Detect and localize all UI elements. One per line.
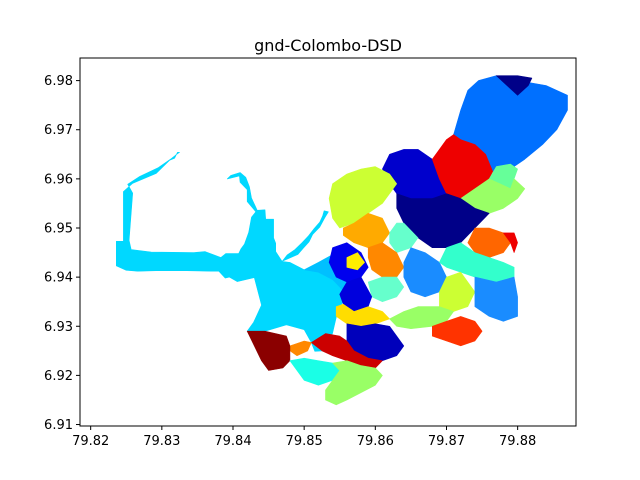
x-tick-label: 79.82 bbox=[72, 434, 109, 449]
map-region-18 bbox=[346, 252, 365, 271]
map-region-31 bbox=[289, 340, 312, 357]
y-tick-label: 6.93 bbox=[44, 320, 73, 335]
y-tick-label: 6.91 bbox=[44, 418, 73, 433]
map-region-20 bbox=[403, 247, 447, 298]
map-region-23 bbox=[474, 276, 518, 322]
map-region-28 bbox=[431, 316, 483, 347]
axes-frame bbox=[79, 57, 577, 427]
y-tick-label: 6.95 bbox=[44, 221, 73, 236]
map-region-14 bbox=[389, 222, 419, 253]
x-tick-label: 79.84 bbox=[214, 434, 251, 449]
x-tick-label: 79.86 bbox=[357, 434, 394, 449]
x-tick-label: 79.85 bbox=[286, 434, 323, 449]
x-tick-label: 79.83 bbox=[143, 434, 180, 449]
y-tick-label: 6.96 bbox=[44, 172, 73, 187]
map-region-32 bbox=[246, 330, 291, 371]
y-tick-label: 6.98 bbox=[44, 74, 73, 89]
map-region-11 bbox=[328, 166, 398, 229]
y-tick-label: 6.92 bbox=[44, 369, 73, 384]
x-tick-label: 79.87 bbox=[428, 434, 465, 449]
map-region-30 bbox=[310, 333, 383, 369]
map-region-27 bbox=[389, 306, 454, 330]
map-region-1 bbox=[116, 152, 283, 282]
x-tick-label: 79.88 bbox=[499, 434, 536, 449]
y-tick-label: 6.94 bbox=[44, 271, 73, 286]
map-region-34 bbox=[325, 360, 383, 406]
y-tick-label: 6.97 bbox=[44, 123, 73, 138]
y-axis: 6.91 6.92 6.93 6.94 6.95 6.96 6.97 6.98 bbox=[44, 74, 80, 433]
map-region-15 bbox=[467, 227, 511, 258]
map-region-12 bbox=[342, 213, 390, 248]
chart-title: gnd-Colombo-DSD bbox=[254, 36, 402, 55]
map-region-16 bbox=[503, 232, 518, 253]
map-region-24 bbox=[367, 276, 405, 303]
map-region-7 bbox=[495, 75, 533, 96]
x-axis: 79.82 79.83 79.84 79.85 79.86 79.87 79.88 bbox=[72, 426, 536, 449]
map-region-2 bbox=[281, 210, 329, 262]
map-regions bbox=[116, 75, 568, 406]
